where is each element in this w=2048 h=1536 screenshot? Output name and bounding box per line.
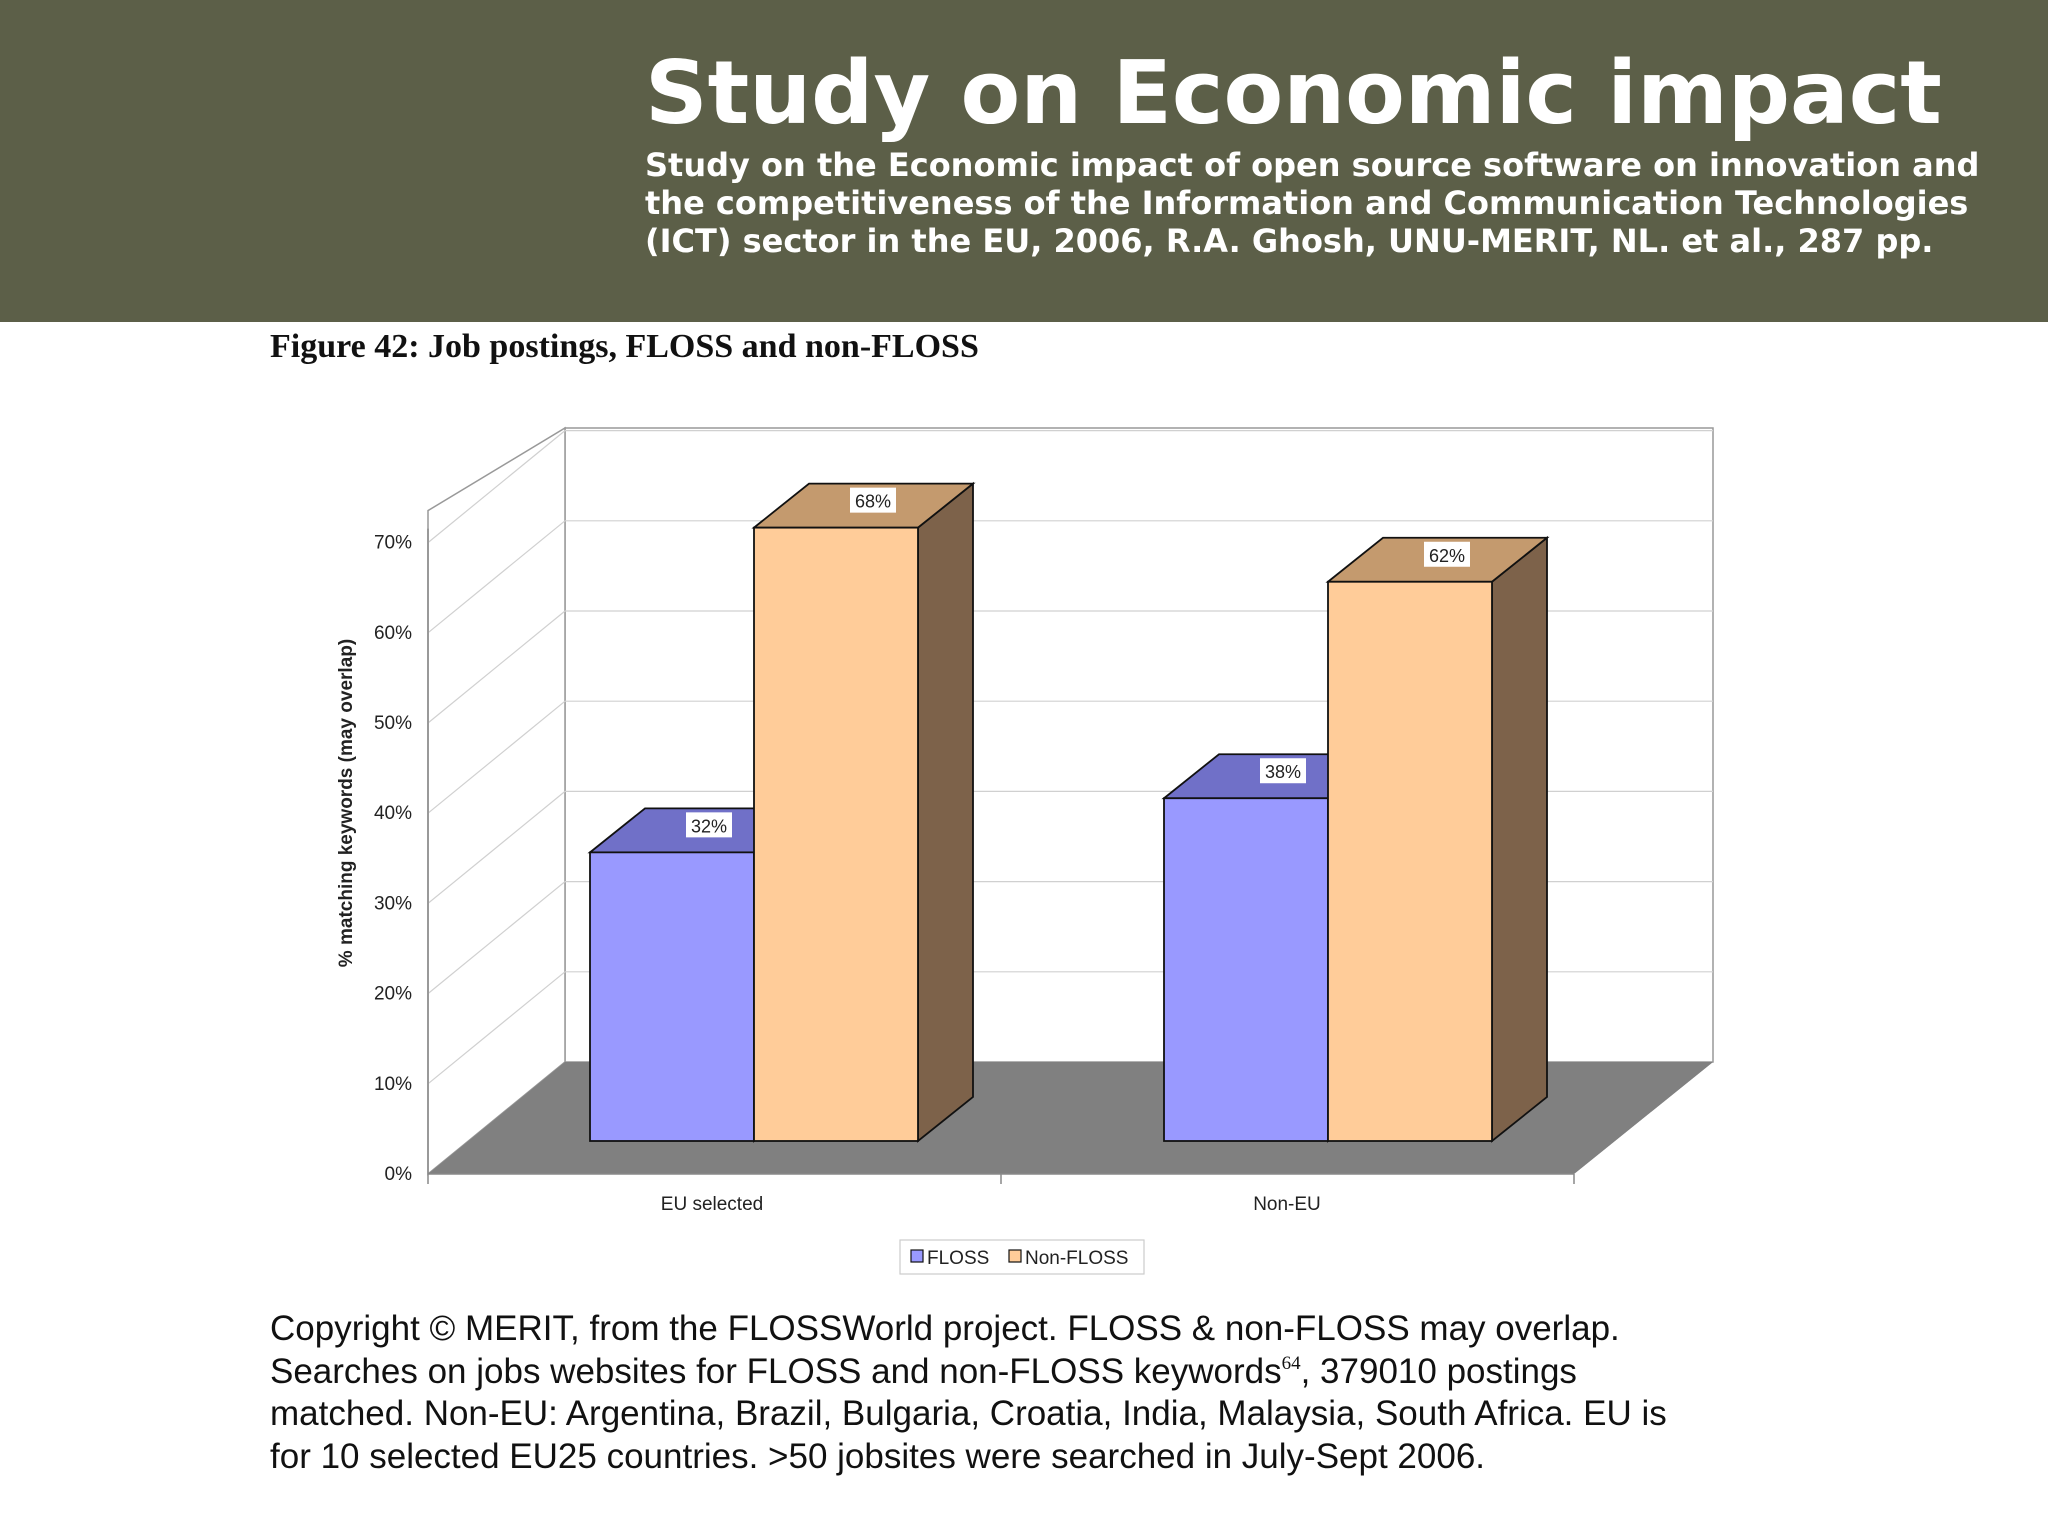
bar-side-non-floss: [917, 481, 974, 1143]
slide-header: Study on Economic impact Study on the Ec…: [0, 0, 2048, 322]
data-label-box: [686, 812, 732, 838]
data-label-box: [1424, 541, 1470, 567]
gridline-side: [427, 520, 566, 634]
figure-caption: Figure 42: Job postings, FLOSS and non-F…: [270, 328, 979, 365]
y-tick-label: 60%: [374, 623, 412, 644]
legend-swatch-floss: [910, 1249, 924, 1263]
y-tick-label: 30%: [374, 893, 412, 914]
x-tick-label: Non-EU: [1253, 1194, 1321, 1215]
y-tick-label: 20%: [374, 984, 412, 1005]
bar-floss: [1163, 797, 1329, 1142]
x-tick-label: EU selected: [661, 1194, 763, 1215]
slide-title: Study on Economic impact: [645, 42, 1942, 144]
slide-subtitle: Study on the Economic impact of open sou…: [645, 146, 1980, 260]
gridline-side: [427, 610, 566, 724]
y-tick-label: 10%: [374, 1074, 412, 1095]
gridline-side: [427, 430, 566, 544]
footnote-text: Copyright © MERIT, from the FLOSSWorld p…: [270, 1309, 1620, 1391]
legend-swatch-non-floss: [1008, 1249, 1022, 1263]
data-label: 62%: [1429, 546, 1465, 566]
footnote: Copyright © MERIT, from the FLOSSWorld p…: [270, 1308, 1690, 1478]
bar-side-non-floss: [1491, 535, 1548, 1143]
footnote-ref: 64: [1281, 1352, 1301, 1374]
y-tick-label: 40%: [374, 803, 412, 824]
bar-floss: [589, 851, 755, 1142]
legend-label: Non-FLOSS: [1025, 1248, 1128, 1269]
gridline-side: [427, 881, 566, 995]
bar-non-floss: [753, 526, 919, 1142]
y-tick-label: 50%: [374, 713, 412, 734]
data-label: 32%: [691, 816, 727, 836]
gridline-side: [427, 700, 566, 814]
legend-box: [899, 1239, 1145, 1275]
chart-side-wall: [427, 426, 566, 1176]
y-axis-title: % matching keywords (may overlap): [336, 639, 357, 967]
legend-label: FLOSS: [927, 1248, 989, 1269]
bar-non-floss: [1327, 580, 1493, 1142]
gridline-side: [427, 971, 566, 1085]
y-tick-label: 70%: [374, 533, 412, 554]
data-label-box: [850, 487, 896, 513]
data-label: 68%: [855, 492, 891, 512]
footnote-text-end: , 379010 postings matched. Non-EU: Argen…: [270, 1351, 1667, 1476]
data-label-box: [1260, 758, 1306, 784]
data-label: 38%: [1265, 762, 1301, 782]
y-tick-label: 0%: [385, 1164, 413, 1185]
gridline-side: [427, 790, 566, 904]
